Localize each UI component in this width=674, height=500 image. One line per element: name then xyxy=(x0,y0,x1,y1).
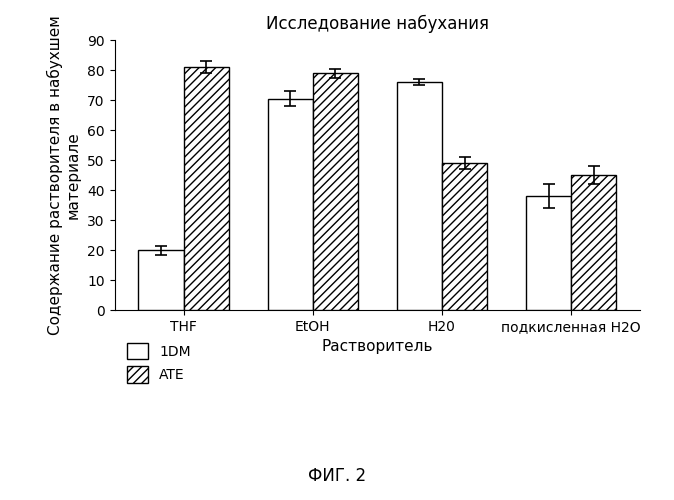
Bar xyxy=(571,175,617,310)
Bar xyxy=(138,250,184,310)
Bar xyxy=(313,73,358,310)
Title: Исследование набухания: Исследование набухания xyxy=(266,14,489,33)
Bar xyxy=(526,196,571,310)
Legend: 1DM, ATE: 1DM, ATE xyxy=(121,337,196,389)
Text: ФИГ. 2: ФИГ. 2 xyxy=(308,467,366,485)
X-axis label: Растворитель: Растворитель xyxy=(321,340,433,354)
Y-axis label: Содержание растворителя в набухшем
материале: Содержание растворителя в набухшем матер… xyxy=(47,15,80,335)
Bar xyxy=(184,67,229,310)
Bar xyxy=(442,163,487,310)
Bar xyxy=(397,82,442,310)
Bar xyxy=(268,98,313,310)
